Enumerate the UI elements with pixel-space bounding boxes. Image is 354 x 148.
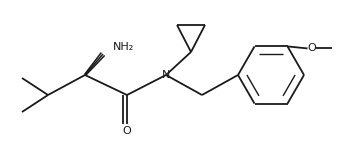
Text: NH₂: NH₂ — [113, 42, 134, 52]
Text: O: O — [307, 43, 316, 53]
Text: N: N — [162, 70, 170, 80]
Text: O: O — [122, 126, 131, 136]
